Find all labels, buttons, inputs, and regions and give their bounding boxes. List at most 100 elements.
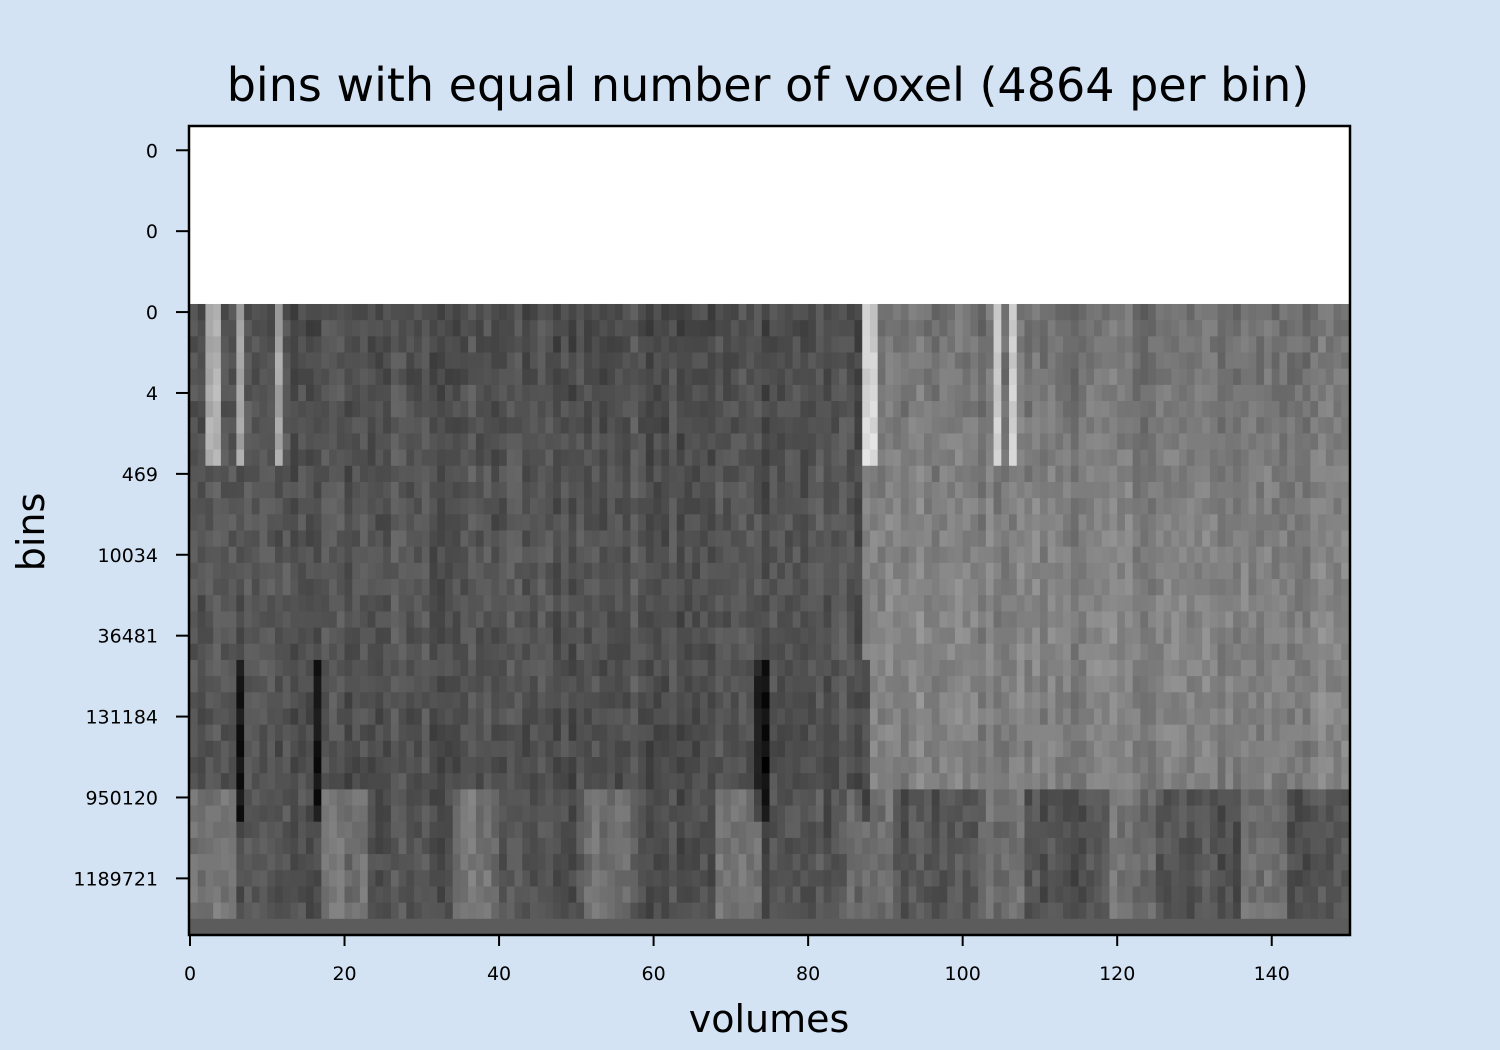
heatmap-cell bbox=[1240, 352, 1250, 370]
heatmap-cell bbox=[282, 465, 292, 483]
heatmap-cell bbox=[576, 530, 585, 548]
heatmap-cell bbox=[290, 433, 299, 451]
heatmap-cell bbox=[398, 530, 407, 548]
heatmap-cell bbox=[1055, 692, 1064, 710]
heatmap-cell bbox=[885, 336, 894, 354]
heatmap-cell bbox=[1070, 773, 1080, 790]
heatmap-cell bbox=[251, 773, 261, 790]
heatmap-cell bbox=[352, 417, 361, 435]
heatmap-cell bbox=[1325, 611, 1335, 629]
heatmap-cell bbox=[1194, 773, 1203, 790]
heatmap-cell bbox=[1256, 708, 1265, 726]
heatmap-cell bbox=[761, 546, 771, 564]
heatmap-cell bbox=[723, 498, 732, 515]
heatmap-cell bbox=[576, 805, 585, 823]
heatmap-cell bbox=[630, 530, 639, 548]
heatmap-cell bbox=[305, 368, 315, 386]
heatmap-cell bbox=[653, 708, 662, 726]
heatmap-cell bbox=[367, 595, 377, 612]
heatmap-cell bbox=[1287, 692, 1296, 710]
heatmap-cell bbox=[1047, 611, 1056, 629]
heatmap-cell bbox=[367, 546, 377, 564]
heatmap-cell bbox=[638, 514, 647, 532]
heatmap-cell bbox=[1024, 384, 1033, 402]
heatmap-cell bbox=[1148, 417, 1157, 435]
heatmap-cell bbox=[1209, 773, 1219, 790]
heatmap-cell bbox=[1225, 805, 1234, 823]
heatmap-cell bbox=[344, 352, 353, 370]
heatmap-cell bbox=[313, 708, 322, 726]
heatmap-cell bbox=[491, 401, 500, 418]
heatmap-cell bbox=[383, 498, 392, 515]
heatmap-cell bbox=[236, 821, 245, 839]
heatmap-cell bbox=[1055, 740, 1064, 758]
heatmap-cell bbox=[1318, 352, 1327, 370]
heatmap-cell bbox=[1163, 595, 1172, 612]
heatmap-cell bbox=[568, 498, 577, 515]
heatmap-cell bbox=[769, 465, 778, 483]
heatmap-cell bbox=[359, 433, 369, 451]
heatmap-cell bbox=[808, 708, 817, 726]
heatmap-cell bbox=[444, 320, 454, 337]
heatmap-cell bbox=[1294, 562, 1304, 580]
heatmap-cell bbox=[854, 514, 863, 532]
heatmap-cell bbox=[746, 530, 755, 548]
heatmap-cell bbox=[1287, 320, 1296, 337]
heatmap-cell bbox=[1078, 384, 1087, 402]
heatmap-cell bbox=[267, 821, 276, 839]
heatmap-cell bbox=[444, 773, 454, 790]
heatmap-cell bbox=[754, 401, 763, 418]
heatmap-cell bbox=[352, 821, 361, 839]
heatmap-cell bbox=[831, 320, 840, 337]
heatmap-cell bbox=[1194, 465, 1203, 483]
heatmap-cell bbox=[1070, 303, 1080, 321]
heatmap-cell bbox=[614, 465, 624, 483]
heatmap-cell bbox=[1140, 384, 1149, 402]
heatmap-cell bbox=[390, 562, 400, 580]
heatmap-cell bbox=[869, 724, 879, 742]
heatmap-cell bbox=[985, 821, 995, 839]
heatmap-cell bbox=[1318, 336, 1327, 354]
heatmap-cell bbox=[259, 708, 268, 726]
heatmap-cell bbox=[815, 740, 825, 758]
heatmap-cell bbox=[1186, 303, 1196, 321]
heatmap-cell bbox=[429, 724, 438, 742]
heatmap-cell bbox=[1240, 303, 1250, 321]
heatmap-cell bbox=[854, 805, 863, 823]
heatmap-cell bbox=[831, 417, 840, 435]
heatmap-cell bbox=[661, 627, 670, 645]
heatmap-cell bbox=[1039, 384, 1049, 402]
heatmap-cell bbox=[1001, 433, 1010, 451]
heatmap-cell bbox=[839, 417, 848, 435]
heatmap-cell bbox=[584, 336, 593, 354]
heatmap-cell bbox=[1264, 514, 1273, 532]
heatmap-cell bbox=[452, 433, 462, 451]
heatmap-cell bbox=[522, 481, 531, 499]
heatmap-cell bbox=[1217, 546, 1226, 564]
heatmap-cell bbox=[514, 708, 523, 726]
heatmap-cell bbox=[730, 384, 740, 402]
heatmap-cell bbox=[398, 433, 407, 451]
heatmap-cell bbox=[282, 692, 292, 710]
heatmap-cell bbox=[954, 692, 964, 710]
heatmap-cell bbox=[1124, 627, 1134, 645]
heatmap-cell bbox=[251, 368, 261, 386]
heatmap-cell bbox=[614, 611, 624, 629]
heatmap-cell bbox=[460, 643, 469, 661]
heatmap-cell bbox=[1047, 724, 1056, 742]
heatmap-cell bbox=[259, 627, 268, 645]
heatmap-cell bbox=[1140, 740, 1149, 758]
heatmap-cell bbox=[1039, 352, 1049, 370]
heatmap-cell bbox=[584, 498, 593, 515]
heatmap-cell bbox=[978, 595, 987, 612]
heatmap-cell bbox=[707, 320, 717, 337]
heatmap-cell bbox=[305, 433, 315, 451]
heatmap-cell bbox=[692, 368, 701, 386]
heatmap-cell bbox=[1109, 821, 1118, 839]
heatmap-cell bbox=[815, 352, 825, 370]
heatmap-cell bbox=[916, 481, 925, 499]
heatmap-cell bbox=[1233, 627, 1242, 645]
heatmap-cell bbox=[1163, 368, 1172, 386]
heatmap-cell bbox=[630, 611, 639, 629]
heatmap-cell bbox=[669, 498, 678, 515]
